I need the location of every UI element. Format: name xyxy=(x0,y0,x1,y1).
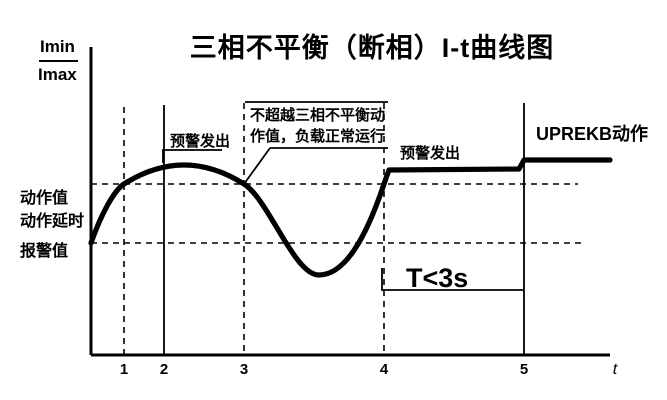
svg-text:不超越三相不平衡动: 不超越三相不平衡动 xyxy=(250,106,385,124)
svg-text:Imax: Imax xyxy=(38,65,77,84)
svg-text:动作延时: 动作延时 xyxy=(20,211,84,230)
svg-text:Imin: Imin xyxy=(40,37,75,56)
svg-text:三相不平衡（断相）I-t曲线图: 三相不平衡（断相）I-t曲线图 xyxy=(190,33,554,63)
svg-text:t: t xyxy=(613,361,618,378)
svg-text:作值，负载正常运行: 作值，负载正常运行 xyxy=(250,127,385,145)
svg-text:1: 1 xyxy=(120,361,128,378)
svg-text:预警发出: 预警发出 xyxy=(400,144,460,162)
svg-text:预警发出: 预警发出 xyxy=(170,132,230,150)
svg-text:4: 4 xyxy=(380,361,389,378)
svg-text:UPREKB动作: UPREKB动作 xyxy=(536,123,648,144)
svg-text:3: 3 xyxy=(240,361,248,378)
svg-text:2: 2 xyxy=(160,361,168,378)
svg-text:T<3s: T<3s xyxy=(406,263,468,293)
svg-text:报警值: 报警值 xyxy=(20,241,68,260)
svg-text:5: 5 xyxy=(520,361,528,378)
svg-text:动作值: 动作值 xyxy=(20,188,68,207)
